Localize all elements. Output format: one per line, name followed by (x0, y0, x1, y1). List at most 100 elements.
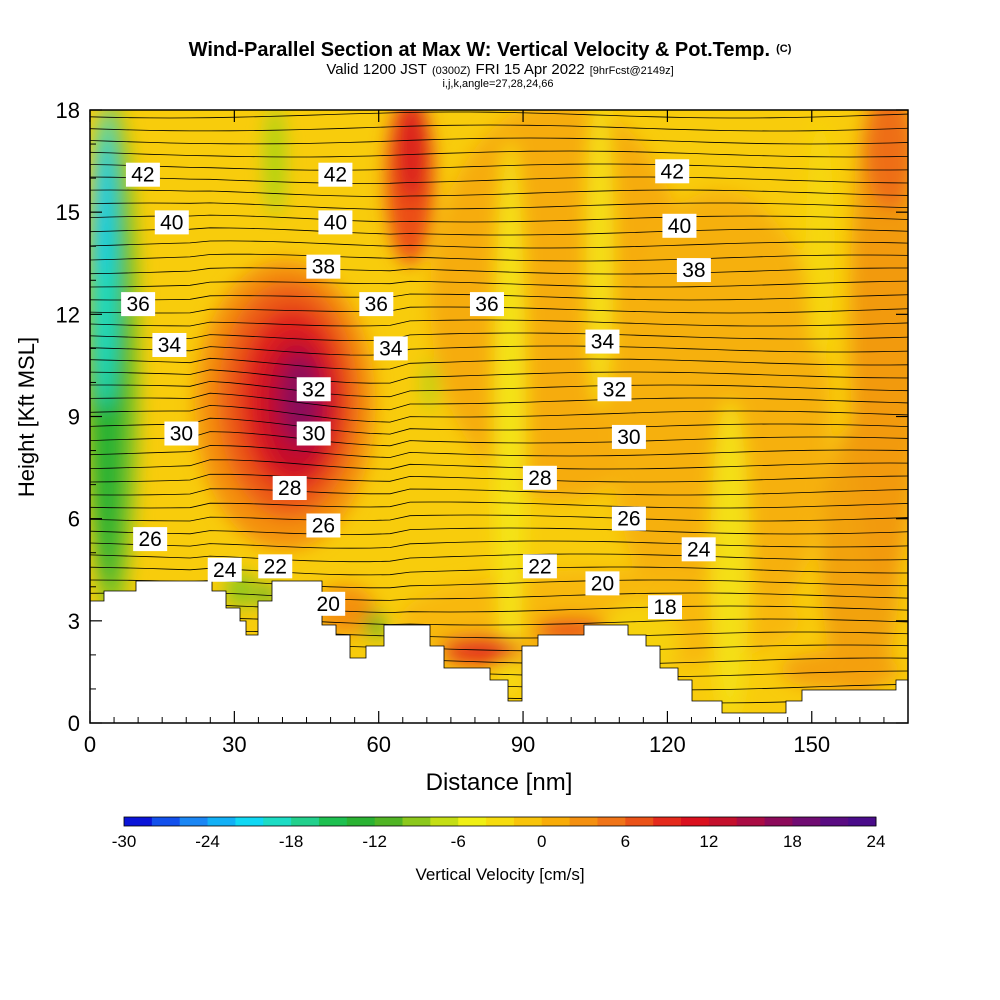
isentrope-line (90, 501, 908, 509)
contour-label-bg (676, 258, 711, 283)
chart-title: Wind-Parallel Section at Max W: Vertical… (189, 39, 792, 61)
contour-label-text: 26 (312, 514, 335, 537)
contour-label-bg (585, 571, 620, 596)
contour-label-text: 36 (365, 293, 388, 316)
y-tick-label: 15 (56, 200, 80, 225)
contour-label: 32 (296, 377, 331, 402)
y-tick-label: 6 (68, 507, 80, 532)
contour-label-text: 32 (603, 378, 626, 401)
contour-label-text: 30 (617, 426, 640, 449)
contour-label-text: 18 (653, 596, 676, 619)
contour-label-bg (311, 591, 346, 616)
contour-label-text: 20 (317, 593, 340, 616)
contour-label: 40 (318, 210, 353, 235)
contour-label-bg (272, 476, 307, 501)
colorbar-tick-label: 18 (783, 832, 802, 851)
colorbar-tick-label: -6 (451, 832, 466, 851)
colorbar-swatch (402, 817, 431, 826)
contour-label: 38 (676, 258, 711, 283)
contour-label: 24 (681, 537, 716, 562)
contour-label: 18 (648, 595, 683, 620)
contour-label-bg (597, 377, 632, 402)
contour-label-text: 38 (682, 259, 705, 282)
contour-label-text: 42 (131, 164, 154, 187)
x-tick-label: 150 (793, 732, 830, 757)
contour-label-text: 24 (213, 559, 237, 582)
contour-label-text: 32 (302, 378, 325, 401)
colorbar-swatch (124, 817, 153, 826)
isentrope-line (90, 380, 908, 398)
y-tick-label: 9 (68, 405, 80, 430)
isentrope-line (90, 137, 908, 145)
contour-label: 24 (207, 557, 242, 582)
contour-label-text: 26 (617, 508, 640, 531)
isentrope-line (90, 240, 908, 249)
colorbar-swatch (597, 817, 626, 826)
isentrope-line (90, 514, 908, 522)
isentrope-line (90, 345, 908, 356)
contour-label-bg (611, 424, 646, 449)
colorbar-swatch (151, 817, 181, 826)
contour-label: 36 (359, 292, 394, 317)
isentrope-line (90, 202, 908, 210)
contour-label: 42 (125, 162, 160, 187)
colorbar-swatch (430, 817, 459, 826)
colorbar-swatch (820, 817, 849, 826)
contour-label: 34 (373, 336, 408, 361)
colorbar-swatch (486, 817, 515, 826)
contour-label-bg (207, 557, 242, 582)
colorbar-tick-label: 0 (537, 832, 546, 851)
contour-label: 26 (133, 527, 168, 552)
isentrope-line (90, 163, 908, 171)
x-tick-label: 90 (511, 732, 535, 757)
contour-label-bg (306, 254, 341, 279)
contour-label-bg (655, 159, 690, 184)
contour-label: 20 (585, 571, 620, 596)
contour-label-bg (359, 292, 394, 317)
colorbar-swatch (848, 817, 877, 826)
contour-label-bg (164, 421, 199, 446)
contour-label: 30 (296, 421, 331, 446)
plot-area: 42 42 42 40 40 40 38 38 36 36 36 34 34 34 32 32 30 30 30 28… (90, 110, 908, 723)
colorbar-tick-label: -24 (195, 832, 220, 851)
isentrope-line (90, 527, 908, 535)
contour-label: 34 (152, 332, 187, 357)
isentrope-line (90, 214, 908, 223)
isentrope-line (90, 459, 908, 470)
isentrope-line (90, 431, 908, 447)
contour-label: 32 (597, 377, 632, 402)
isentrope-line (90, 417, 908, 435)
contour-label: 22 (522, 554, 557, 579)
colorbar-tick-label: 6 (621, 832, 630, 851)
y-tick-label: 0 (68, 711, 80, 736)
colorbar-swatch (179, 817, 209, 826)
colorbar-swatch (708, 817, 738, 826)
isentrope-line (90, 392, 908, 411)
contour-label-bg (125, 162, 160, 187)
chart-subtitle-indices: i,j,k,angle=27,28,24,66 (442, 78, 553, 90)
colorbar: -30 -24 -18 -12 -6 0 6 12 18 24 (112, 816, 886, 851)
contour-label: 28 (272, 476, 307, 501)
contour-label-bg (133, 527, 168, 552)
colorbar-swatch (764, 817, 793, 826)
contour-label-text: 34 (158, 334, 182, 357)
x-tick-label: 0 (84, 732, 96, 757)
contour-label-text: 38 (312, 256, 335, 279)
contour-label-text: 36 (475, 293, 498, 316)
contour-label-bg (121, 292, 156, 317)
contour-label-bg (662, 213, 697, 238)
contour-label-text: 26 (138, 528, 161, 551)
contour-label: 42 (318, 162, 353, 187)
isentrope-line (90, 473, 908, 483)
x-tick-label: 60 (366, 732, 390, 757)
contour-label-text: 30 (302, 423, 325, 446)
contour-label: 28 (522, 465, 557, 490)
contour-label-text: 24 (687, 538, 711, 561)
contour-label-bg (469, 292, 504, 317)
colorbar-tick-label: 24 (867, 832, 886, 851)
isentrope-line (90, 592, 908, 601)
colorbar-swatch (458, 817, 487, 826)
colorbar-tick-label: -18 (279, 832, 304, 851)
